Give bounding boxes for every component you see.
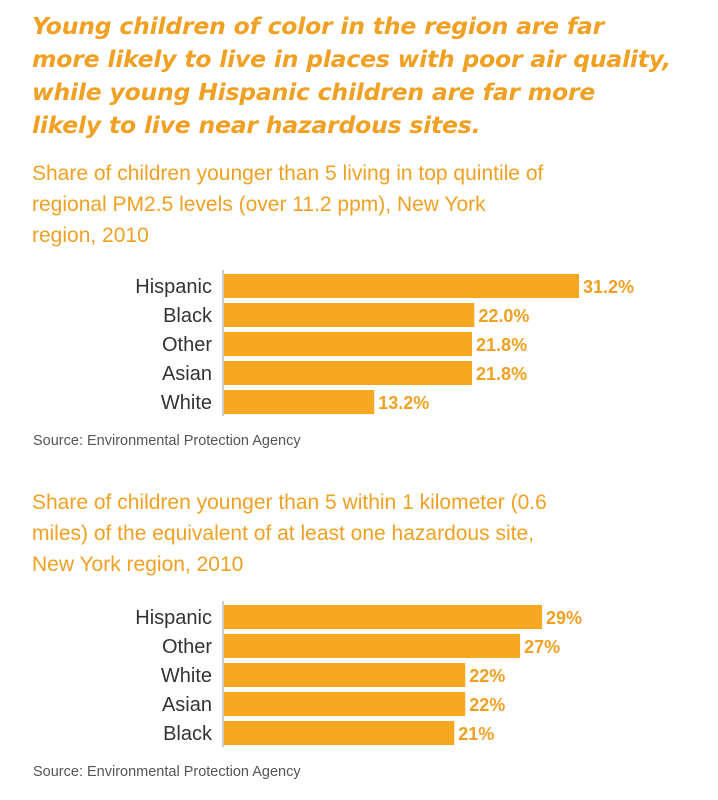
bar [224,634,521,658]
bar [224,663,466,687]
pm25-bar-chart: Hispanic 31.2% Black 22.0% Other 21.8% Asian 21… [135,270,634,416]
bar [224,692,466,716]
bar [224,605,542,629]
category-label: Black [163,305,213,327]
bar [224,721,455,745]
hazardous-site-bar-chart: Hispanic 29% Other 27% White 22% Asian 22% Black… [135,601,582,747]
bar [224,303,475,327]
category-label: Other [162,636,212,658]
chart-1-title: Share of children younger than 5 living … [32,162,544,247]
category-label: Hispanic [135,607,212,629]
data-label: 13.2% [378,393,429,413]
category-label: White [161,392,212,414]
data-label: 22% [469,695,505,715]
chart-1-source: Source: Environmental Protection Agency [33,433,301,449]
category-label: Asian [162,363,212,385]
category-label: White [161,665,212,687]
bar [224,274,579,298]
bar [224,390,375,414]
category-label: Asian [162,694,212,716]
chart-2-source: Source: Environmental Protection Agency [33,764,301,780]
data-label: 22% [469,666,505,686]
category-label: Other [162,334,212,356]
chart-2-title: Share of children younger than 5 within … [32,491,547,576]
category-label: Black [163,723,213,745]
bar [224,361,473,385]
data-label: 21.8% [476,364,527,384]
data-label: 21.8% [476,335,527,355]
data-label: 31.2% [583,277,634,297]
headline: Young children of color in the region ar… [32,12,671,139]
data-label: 22.0% [478,306,529,326]
bar [224,332,473,356]
data-label: 21% [458,724,494,744]
category-label: Hispanic [135,276,212,298]
data-label: 29% [546,608,582,628]
data-label: 27% [524,637,560,657]
